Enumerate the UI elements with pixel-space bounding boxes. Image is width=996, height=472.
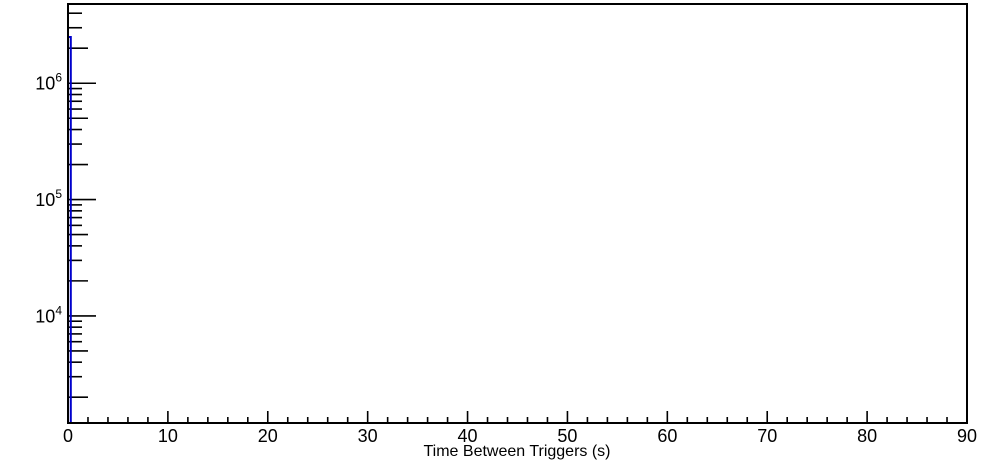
x-tick-label: 70 [757, 426, 777, 446]
x-tick-label: 10 [158, 426, 178, 446]
x-axis-title: Time Between Triggers (s) [423, 443, 610, 460]
x-tick-label: 40 [458, 426, 478, 446]
x-tick-label: 30 [358, 426, 378, 446]
y-tick-label: 106 [35, 71, 62, 94]
x-axis: 0 10 20 30 40 50 60 70 80 90 [63, 411, 977, 446]
plot-frame [67, 3, 968, 424]
x-tick-label: 60 [657, 426, 677, 446]
x-tick-label: 20 [258, 426, 278, 446]
y-tick-label: 105 [35, 187, 62, 210]
x-tick-label: 50 [557, 426, 577, 446]
y-axis: 104 105 106 [35, 12, 96, 398]
x-tick-label: 90 [957, 426, 977, 446]
x-tick-label: 0 [63, 426, 73, 446]
y-tick-label: 104 [35, 303, 62, 326]
x-tick-label: 80 [857, 426, 877, 446]
